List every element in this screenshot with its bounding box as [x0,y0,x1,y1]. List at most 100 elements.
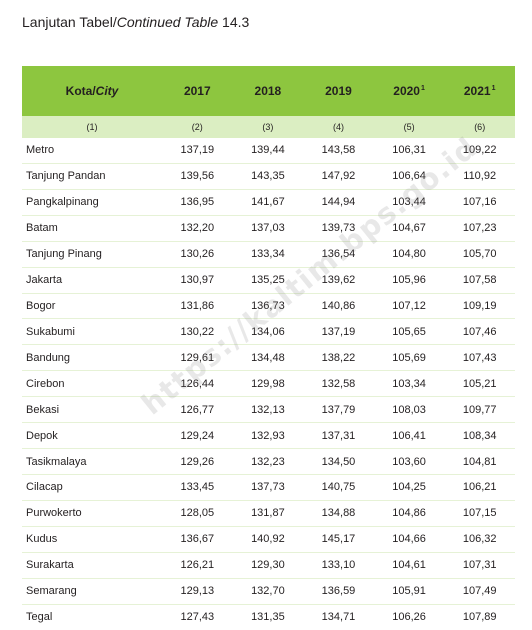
value-cell: 137,03 [232,215,304,242]
value-cell: 130,26 [162,241,233,268]
value-cell: 132,93 [232,422,304,450]
value-cell: 107,31 [444,552,515,579]
value-cell: 103,44 [373,189,445,216]
value-cell: 103,60 [373,448,445,475]
column-header-year: 20211 [444,66,515,116]
column-number: (5) [373,116,445,138]
column-header-year: 20201 [373,66,445,116]
city-cell: Tasikmalaya [22,448,162,475]
value-cell: 106,31 [373,138,445,164]
column-number: (4) [303,116,374,138]
column-number: (2) [162,116,233,138]
value-cell: 134,50 [303,448,374,475]
value-cell: 137,31 [303,422,374,450]
city-cell: Semarang [22,578,162,605]
table-row: Jakarta 130,97 135,25 139,62 105,96 107,58 [22,267,515,294]
value-cell: 104,61 [373,552,445,579]
caption-italic: Continued Table [116,14,219,30]
column-header-year: 2018 [232,66,304,116]
value-cell: 107,49 [444,578,515,605]
value-cell: 109,19 [444,293,515,320]
table-header-row: Kota/City 2017 2018 2019 20201 20211 [22,66,515,116]
table-row: Kudus 136,67 140,92 145,17 104,66 106,32 [22,526,515,553]
value-cell: 137,19 [162,138,233,164]
table-row: Depok 129,24 132,93 137,31 106,41 108,34 [22,422,515,450]
value-cell: 126,44 [162,370,233,398]
value-cell: 129,13 [162,578,233,605]
value-cell: 134,06 [232,318,304,346]
table-row: Bogor 131,86 136,73 140,86 107,12 109,19 [22,293,515,320]
city-cell: Pangkalpinang [22,189,162,216]
column-number: (3) [232,116,304,138]
value-cell: 132,13 [232,396,304,424]
value-cell: 107,15 [444,500,515,527]
value-cell: 107,23 [444,215,515,242]
value-cell: 107,12 [373,293,445,320]
table-row: Bekasi 126,77 132,13 137,79 108,03 109,77 [22,396,515,424]
table-row: Purwokerto 128,05 131,87 134,88 104,86 107,15 [22,500,515,527]
city-cell: Batam [22,215,162,242]
value-cell: 136,67 [162,526,233,553]
city-cell: Depok [22,422,162,450]
column-number-row: (1) (2) (3) (4) (5) (6) [22,116,515,138]
value-cell: 143,35 [232,163,304,190]
value-cell: 134,88 [303,500,374,527]
value-cell: 137,19 [303,318,374,346]
value-cell: 140,75 [303,474,374,501]
table-row: Bandung 129,61 134,48 138,22 105,69 107,43 [22,344,515,372]
value-cell: 107,46 [444,318,515,346]
city-cell: Jakarta [22,267,162,294]
value-cell: 104,67 [373,215,445,242]
value-cell: 132,23 [232,448,304,475]
city-cell: Cilacap [22,474,162,501]
value-cell: 105,91 [373,578,445,605]
value-cell: 127,43 [180,611,215,624]
city-cell: Bogor [22,293,162,320]
column-header-city: Kota/City [22,66,162,116]
city-cell: Cirebon [22,370,162,398]
table-caption: Lanjutan Tabel/Continued Table 14.3 [22,13,249,31]
value-cell: 134,71 [321,611,356,624]
value-cell: 140,92 [232,526,304,553]
value-cell: 107,16 [444,189,515,216]
caption-suffix: 14.3 [218,14,250,30]
value-cell: 136,59 [303,578,374,605]
value-cell: 109,77 [444,396,515,424]
value-cell: 135,25 [232,267,304,294]
value-cell: 139,62 [303,267,374,294]
value-cell: 129,24 [162,422,233,450]
table-row: Metro 137,19 139,44 143,58 106,31 109,22 [22,138,515,164]
value-cell: 131,35 [251,611,285,624]
value-cell: 110,92 [444,163,515,190]
table-row: Semarang 129,13 132,70 136,59 105,91 107,49 [22,578,515,605]
value-cell: 133,45 [162,474,233,501]
value-cell: 108,03 [373,396,445,424]
value-cell: 126,77 [162,396,233,424]
city-cell: Tanjung Pinang [22,241,162,268]
table-row: Cilacap 133,45 137,73 140,75 104,25 106,21 [22,474,515,501]
footnote-marker: 1 [420,85,425,92]
footnote-marker: 1 [491,85,496,92]
column-number: (1) [22,116,162,138]
city-cell: Metro [22,138,162,164]
city-cell: Tegal [26,611,53,624]
city-cell: Surakarta [22,552,162,579]
value-cell: 131,86 [162,293,233,320]
city-cell: Sukabumi [22,318,162,346]
table-row: Tanjung Pandan 139,56 143,35 147,92 106,64 11… [22,163,515,190]
data-table-container: Kota/City 2017 2018 2019 20201 20211 (1)… [22,66,515,630]
table-row: Cirebon 126,44 129,98 132,58 103,34 105,21 [22,370,515,398]
value-cell: 139,73 [303,215,374,242]
value-cell: 136,54 [303,241,374,268]
value-cell: 140,86 [303,293,374,320]
table-row: Sukabumi 130,22 134,06 137,19 105,65 107,46 [22,318,515,346]
value-cell: 139,56 [162,163,233,190]
value-cell: 137,73 [232,474,304,501]
value-cell: 107,89 [462,611,497,624]
value-cell: 136,73 [232,293,304,320]
value-cell: 138,22 [303,344,374,372]
column-header-year: 2019 [303,66,374,116]
value-cell: 105,21 [444,370,515,398]
caption-prefix: Lanjutan Tabel/ [22,14,117,30]
value-cell: 104,81 [444,448,515,475]
